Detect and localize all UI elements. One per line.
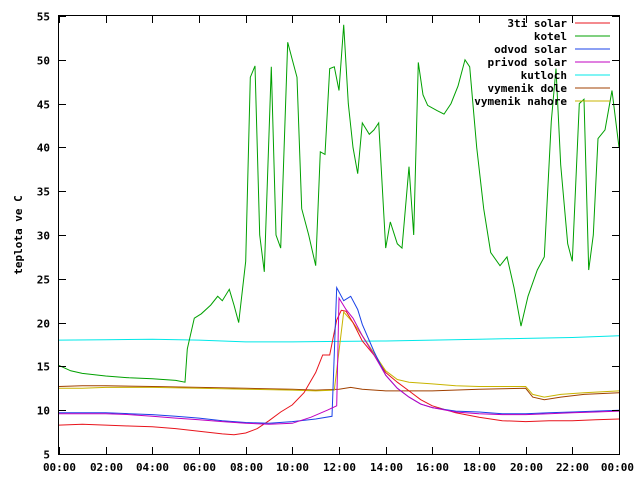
x-tick-label: 08:00 [230, 461, 263, 474]
y-tick-label: 10 [37, 405, 50, 418]
y-tick-label: 30 [37, 230, 50, 243]
legend-label: privod solar [488, 56, 568, 69]
legend-label: kotel [534, 30, 567, 43]
x-tick-label: 00:00 [43, 461, 76, 474]
y-tick-label: 20 [37, 318, 50, 331]
x-tick-label: 16:00 [416, 461, 449, 474]
series-line-5 [59, 385, 619, 401]
y-tick-label: 35 [37, 186, 50, 199]
plot-frame [58, 15, 620, 455]
y-tick-label: 25 [37, 274, 50, 287]
x-tick-label: 02:00 [90, 461, 123, 474]
x-tick-label: 18:00 [463, 461, 496, 474]
legend-label: vymenik nahore [474, 95, 567, 108]
x-tick-label: 00:00 [601, 461, 634, 474]
x-tick-label: 22:00 [556, 461, 589, 474]
series-line-4 [59, 335, 619, 343]
legend-label: kutloch [521, 69, 567, 82]
y-tick-label: 40 [37, 142, 50, 155]
x-tick-label: 06:00 [183, 461, 216, 474]
series-line-6 [59, 310, 619, 398]
x-tick-label: 14:00 [370, 461, 403, 474]
legend-label: 3ti solar [507, 17, 567, 30]
y-tick-label: 55 [37, 11, 50, 24]
y-tick-label: 15 [37, 361, 50, 374]
series-line-1 [59, 24, 619, 383]
ticks-layer: 5 10 15 20 25 30 35 40 45 50 55 00:00 02:00 04:00 06:0… [37, 11, 634, 475]
series-layer [59, 24, 619, 436]
series-line-2 [59, 285, 619, 424]
x-tick-label: 20:00 [510, 461, 543, 474]
x-tick-label: 10:00 [276, 461, 309, 474]
y-tick-label: 45 [37, 99, 50, 112]
y-tick-label: 5 [43, 449, 50, 462]
y-axis-label: teplota ve C [12, 195, 25, 274]
legend-label: vymenik dole [488, 82, 568, 95]
series-line-3 [59, 296, 619, 425]
series-line-0 [59, 309, 619, 436]
x-tick-label: 12:00 [323, 461, 356, 474]
legend-label: odvod solar [494, 43, 567, 56]
x-tick-label: 04:00 [136, 461, 169, 474]
y-tick-label: 50 [37, 55, 50, 68]
